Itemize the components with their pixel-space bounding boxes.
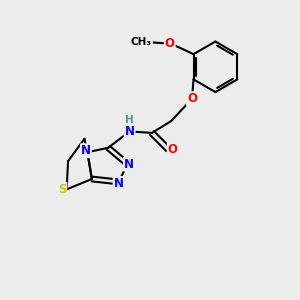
Text: N: N xyxy=(114,177,124,190)
Text: N: N xyxy=(124,125,135,138)
Text: O: O xyxy=(165,37,175,50)
Text: N: N xyxy=(81,144,91,157)
Text: N: N xyxy=(124,158,134,171)
Text: H: H xyxy=(124,115,134,125)
Text: CH₃: CH₃ xyxy=(131,37,152,47)
Text: S: S xyxy=(58,183,66,196)
Text: O: O xyxy=(187,92,197,105)
Text: O: O xyxy=(168,143,178,156)
